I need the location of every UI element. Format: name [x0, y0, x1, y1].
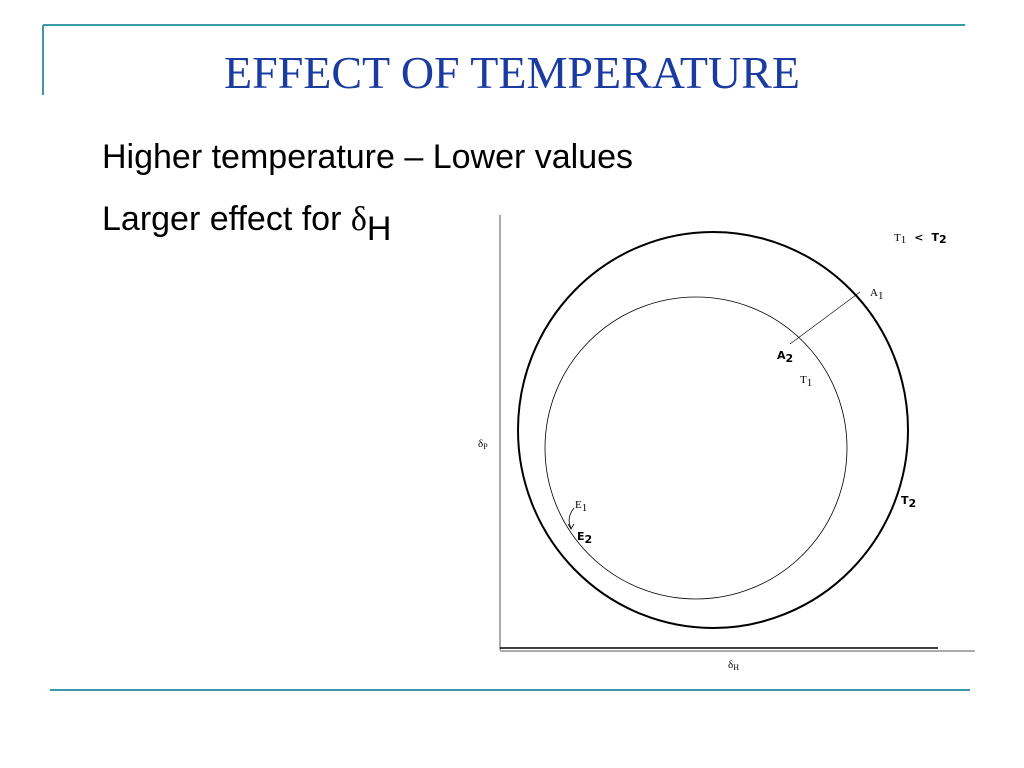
symbol: δ: [728, 659, 733, 671]
label: A: [777, 349, 786, 362]
curve-label: T2: [901, 494, 916, 510]
label: T: [800, 374, 807, 386]
label: E: [575, 499, 582, 511]
subscript: 1: [878, 290, 884, 302]
curve-label: T1: [800, 374, 812, 389]
bullet: Larger effect for δH: [102, 200, 391, 248]
subscript: H: [367, 210, 392, 248]
inner-circle: [544, 296, 848, 600]
symbol: δ: [351, 201, 367, 238]
subscript: H: [733, 663, 739, 672]
operator: <: [914, 231, 923, 244]
point-label: A1: [870, 287, 883, 302]
label: T: [931, 231, 939, 244]
subscript: 2: [909, 497, 917, 510]
shift-line: [789, 291, 861, 345]
point-label: E2: [577, 530, 592, 546]
symbol: δ: [478, 438, 483, 450]
subscript: 1: [807, 377, 813, 389]
bullet-text: Larger effect for: [102, 200, 351, 238]
label: E: [577, 530, 585, 543]
legend: T1 < T2: [894, 231, 947, 246]
x-axis-label: δH: [728, 659, 739, 672]
bullet: Higher temperature – Lower values: [102, 138, 633, 176]
subscript: 2: [585, 533, 593, 546]
arrow-head: [567, 523, 575, 530]
subscript: 2: [939, 233, 947, 246]
outer-circle: [517, 231, 909, 629]
arrow: [568, 507, 575, 529]
label: A: [870, 287, 878, 299]
subscript: 2: [786, 352, 794, 365]
slide-title: EFFECT OF TEMPERATURE: [224, 47, 800, 98]
subscript: 1: [901, 234, 907, 246]
point-label: E1: [575, 499, 587, 514]
point-label: A2: [777, 349, 793, 365]
label: T: [894, 232, 901, 244]
subscript: 1: [582, 502, 588, 514]
subscript: P: [483, 442, 488, 451]
label: T: [901, 494, 909, 507]
y-axis-label: δP: [478, 438, 488, 451]
